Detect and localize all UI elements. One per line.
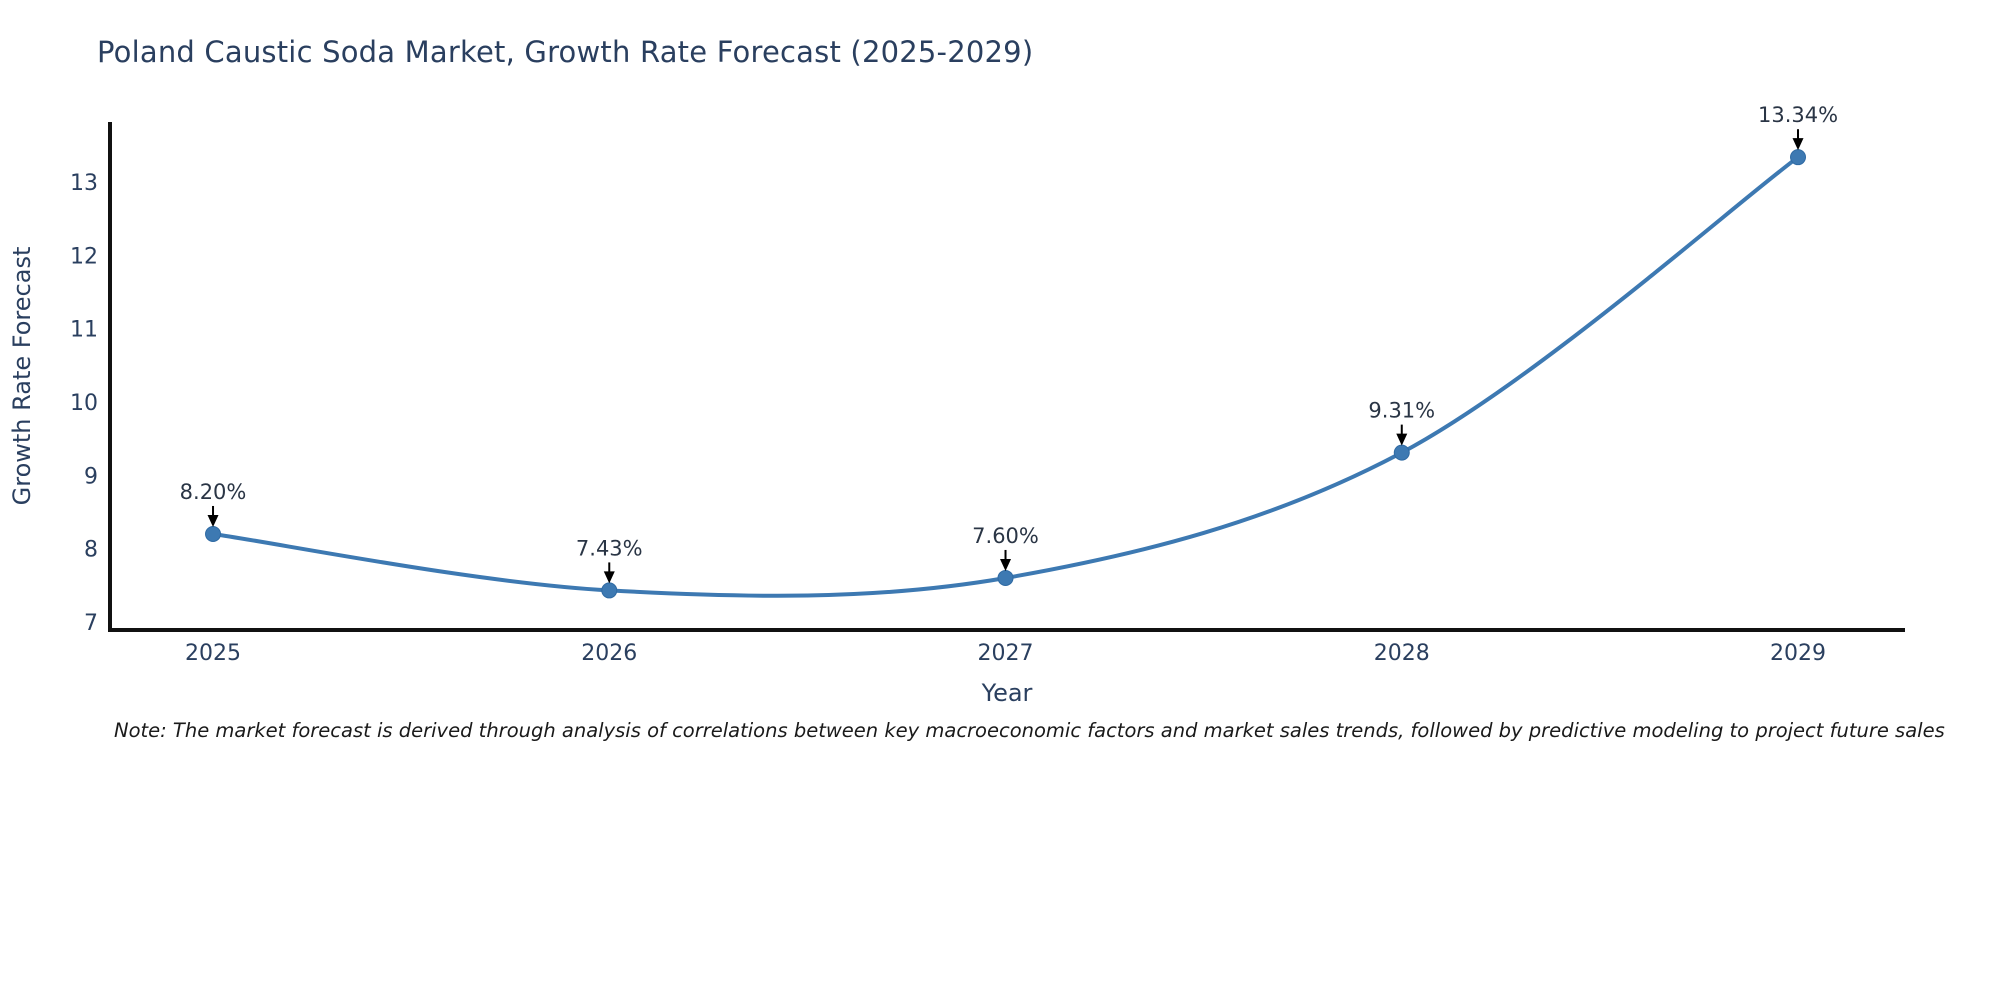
axes-layer: 7 8 9 10 11 12 13 2025 2026 2027 2028 2029 (70, 122, 1905, 666)
y-tick-label: 13 (70, 171, 98, 196)
x-tick-label: 2028 (1374, 641, 1430, 666)
annotation-arrowhead-icon (1396, 433, 1408, 446)
y-axis-title: Growth Rate Forecast (8, 247, 36, 506)
data-point-label: 7.60% (972, 524, 1039, 548)
y-tick-label: 11 (70, 318, 98, 343)
data-point-marker[interactable] (205, 525, 222, 542)
data-point-marker[interactable] (601, 582, 618, 599)
y-tick-label: 12 (70, 244, 98, 269)
data-point-marker[interactable] (1790, 149, 1807, 166)
data-point-label: 7.43% (576, 536, 643, 560)
x-tick-label: 2025 (185, 641, 241, 666)
x-tick-label: 2029 (1770, 641, 1826, 666)
annotation-arrowhead-icon (1792, 138, 1804, 151)
annotation-arrowhead-icon (603, 571, 615, 584)
annotation-arrowhead-icon (1000, 558, 1012, 571)
y-tick-label: 10 (70, 391, 98, 416)
chart-title: Poland Caustic Soda Market, Growth Rate … (97, 35, 1034, 69)
data-point-marker[interactable] (1393, 444, 1410, 461)
footnote: Note: The market forecast is derived thr… (114, 719, 1945, 742)
annotation-arrowhead-icon (207, 514, 219, 527)
x-tick-label: 2026 (581, 641, 637, 666)
x-axis-title: Year (981, 679, 1033, 707)
data-point-label: 13.34% (1758, 103, 1838, 127)
data-point-marker[interactable] (997, 569, 1014, 586)
data-point-label: 9.31% (1368, 399, 1435, 423)
x-tick-label: 2027 (978, 641, 1034, 666)
trend-line (211, 155, 1800, 598)
data-point-label: 8.20% (180, 480, 247, 504)
line-series (205, 149, 1807, 599)
y-tick-label: 9 (84, 464, 98, 489)
y-tick-label: 8 (84, 538, 98, 563)
annotation-layer: 8.20% 7.43% 7.60% 9.31% 13.34% (180, 103, 1838, 584)
y-tick-label: 7 (84, 611, 98, 636)
